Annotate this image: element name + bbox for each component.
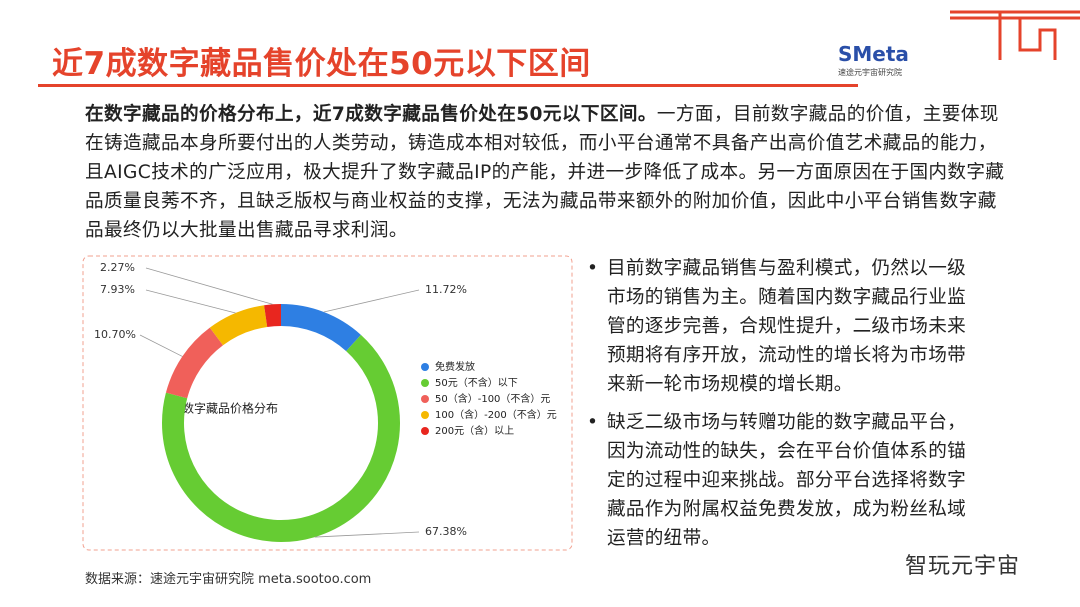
- legend-swatch: [421, 363, 429, 371]
- data-label: 7.93%: [100, 283, 135, 296]
- legend-label: 50（含）-100（不含）元: [435, 392, 550, 405]
- lead-text: 在数字藏品的价格分布上，近7成数字藏品售价处在50元以下区间。: [85, 104, 657, 125]
- legend-swatch: [421, 427, 429, 435]
- legend-label: 免费发放: [435, 360, 475, 373]
- watermark: 智玩元宇宙: [905, 554, 1021, 579]
- leader-line: [323, 289, 420, 313]
- logo: SMeta 速途元宇宙研究院: [838, 42, 909, 78]
- logo-text: SMeta: [838, 42, 909, 66]
- bullet: 目前数字藏品销售与盈利模式，仍然以一级市场的销售为主。随着国内数字藏品行业监管的…: [585, 254, 980, 399]
- chart: 数字藏品价格分布 11.72% 67.38% 10.70% 7.93% 2.27% 免费发…: [82, 255, 573, 551]
- legend-label: 200元（含）以上: [435, 424, 514, 437]
- data-label: 67.38%: [425, 525, 467, 538]
- data-label: 10.70%: [94, 328, 136, 341]
- leader-line: [139, 334, 183, 357]
- legend-label: 100（含）-200（不含）元: [435, 408, 557, 421]
- donut-segment: [162, 334, 400, 542]
- donut-segment: [264, 304, 282, 328]
- donut-segment: [280, 304, 361, 352]
- legend-swatch: [421, 395, 429, 403]
- title-rule: [38, 84, 858, 87]
- paragraph: 在数字藏品的价格分布上，近7成数字藏品售价处在50元以下区间。一方面，目前数字藏…: [85, 100, 1010, 245]
- bullet: 缺乏二级市场与转赠功能的数字藏品平台，因为流动性的缺失，会在平台价值体系的锚定的…: [585, 408, 980, 553]
- legend-swatch: [421, 411, 429, 419]
- decoration: [950, 10, 1080, 60]
- logo-subtitle: 速途元宇宙研究院: [838, 68, 902, 77]
- chart-frame: [82, 255, 573, 551]
- body-text: 一方面，目前数字藏品的价值，主要体现在铸造藏品本身所要付出的人类劳动，铸造成本相…: [85, 104, 1005, 241]
- data-label: 11.72%: [425, 283, 467, 296]
- bullet-list: 目前数字藏品销售与盈利模式，仍然以一级市场的销售为主。随着国内数字藏品行业监管的…: [585, 254, 980, 562]
- source: 数据来源：速途元宇宙研究院 meta.sootoo.com: [85, 572, 372, 587]
- leader-line: [145, 289, 236, 314]
- legend-swatch: [421, 379, 429, 387]
- leader-line: [314, 531, 420, 538]
- leader-line: [145, 267, 273, 305]
- chart-title: 数字藏品价格分布: [182, 401, 278, 416]
- donut-segment: [165, 327, 224, 399]
- legend-label: 50元（不含）以下: [435, 376, 518, 389]
- data-label: 2.27%: [100, 261, 135, 274]
- donut-segment: [209, 305, 268, 346]
- slide-title: 近7成数字藏品售价处在50元以下区间: [52, 46, 591, 82]
